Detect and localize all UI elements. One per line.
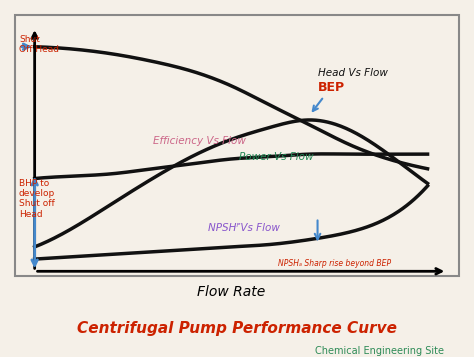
Text: Chemical Engineering Site: Chemical Engineering Site [315, 346, 444, 356]
Text: BHP to
develop
Shut off
Head: BHP to develop Shut off Head [19, 178, 55, 219]
Text: Shut
Off Head: Shut Off Head [19, 35, 59, 54]
Text: Flow Rate: Flow Rate [197, 285, 265, 299]
Text: Efficiency Vs Flow: Efficiency Vs Flow [153, 136, 246, 146]
Text: Power Vs Flow: Power Vs Flow [239, 152, 313, 162]
Text: NPSHₐ Sharp rise beyond BEP: NPSHₐ Sharp rise beyond BEP [278, 260, 392, 268]
Text: NPSHᴾVs Flow: NPSHᴾVs Flow [208, 223, 279, 233]
Text: Head Vs Flow: Head Vs Flow [318, 68, 387, 78]
Text: BEP: BEP [313, 81, 345, 111]
Text: Centrifugal Pump Performance Curve: Centrifugal Pump Performance Curve [77, 321, 397, 336]
